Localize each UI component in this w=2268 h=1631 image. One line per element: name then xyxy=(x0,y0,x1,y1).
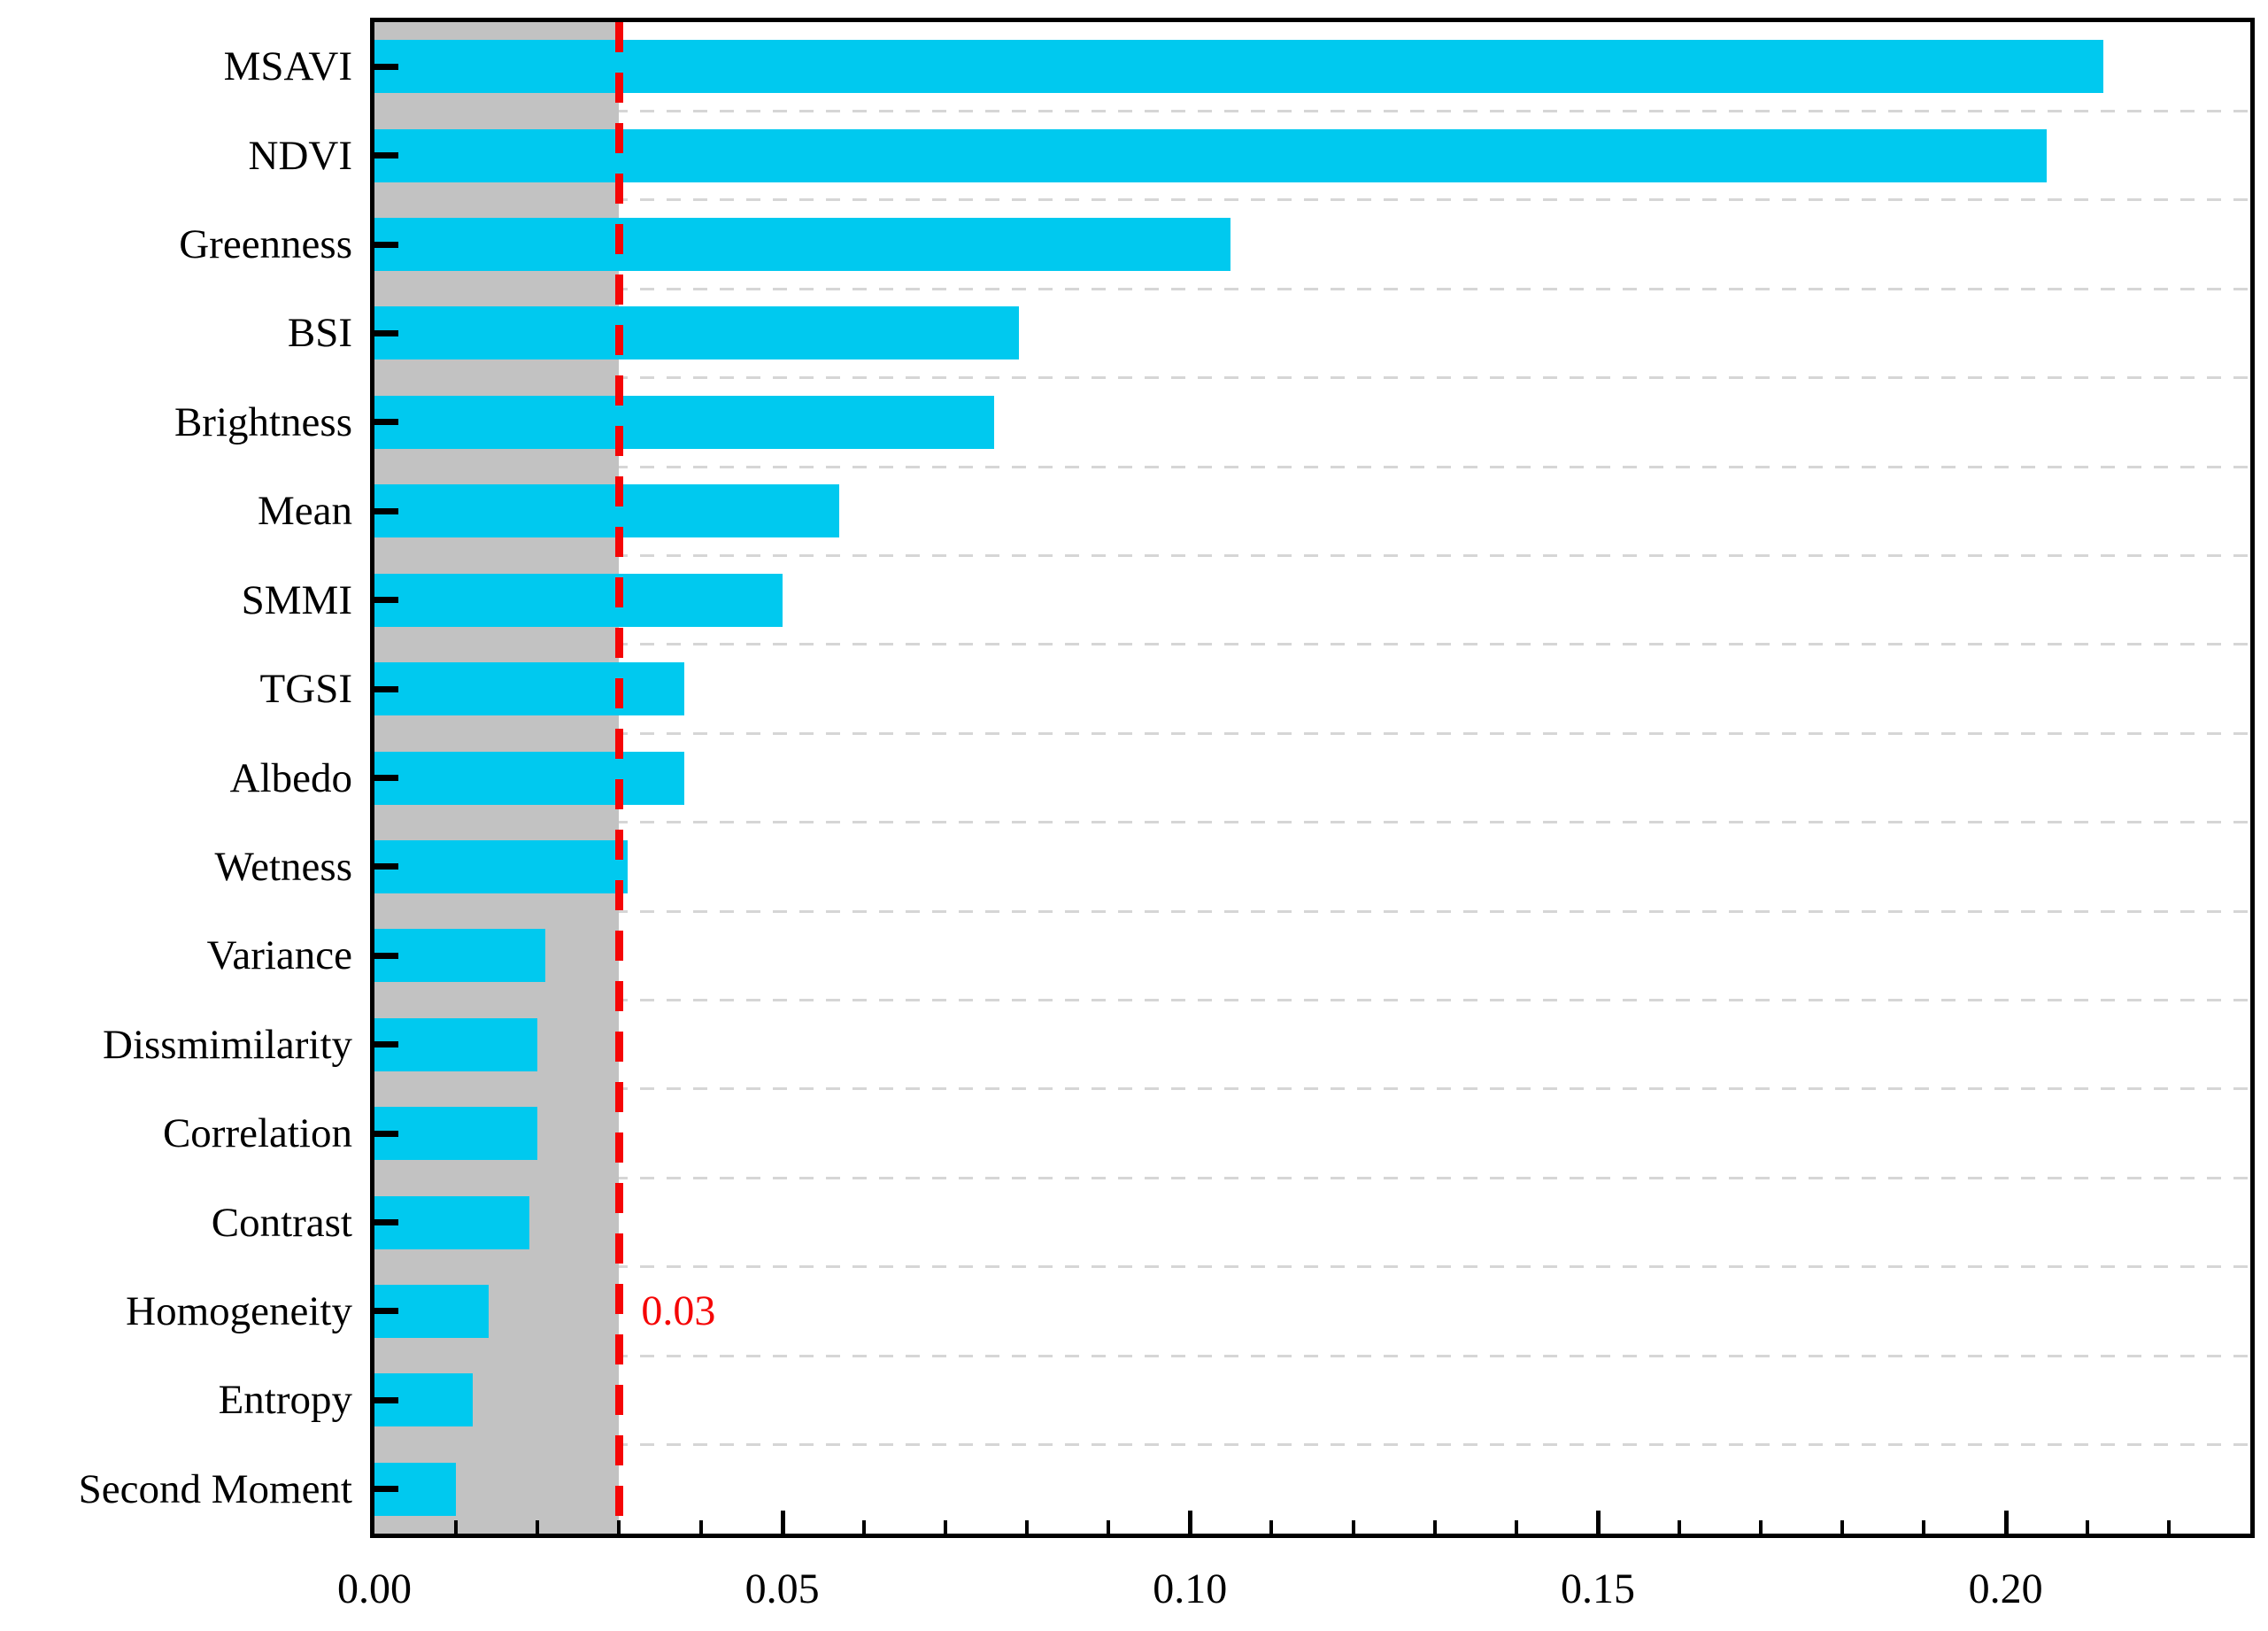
y-tick-label: SMMI xyxy=(241,576,352,623)
y-tick xyxy=(374,241,398,248)
gridline xyxy=(374,1265,2250,1269)
y-tick-label: Second Moment xyxy=(78,1465,352,1512)
x-minor-tick xyxy=(1514,1520,1518,1534)
x-tick-label: 0.00 xyxy=(337,1565,412,1612)
y-tick xyxy=(374,1130,398,1137)
x-minor-tick xyxy=(1269,1520,1274,1534)
gridline xyxy=(374,376,2250,380)
bar-tgsi xyxy=(374,662,685,716)
plot-area: 0.03 xyxy=(370,18,2255,1538)
y-tick xyxy=(374,863,398,870)
bar-dissmimilarity xyxy=(374,1017,538,1071)
y-tick-label: NDVI xyxy=(248,132,352,179)
gridline xyxy=(374,1176,2250,1179)
x-major-tick xyxy=(1188,1511,1193,1534)
y-tick xyxy=(374,1219,398,1226)
y-tick xyxy=(374,1486,398,1493)
gridline xyxy=(374,198,2250,202)
y-tick xyxy=(374,1308,398,1315)
bar-correlation xyxy=(374,1107,538,1161)
y-tick xyxy=(374,597,398,604)
y-tick xyxy=(374,152,398,159)
bar-contrast xyxy=(374,1195,530,1249)
y-tick-label: Greenness xyxy=(179,221,352,268)
bar-albedo xyxy=(374,751,685,805)
y-tick-label: Entropy xyxy=(218,1377,352,1424)
y-tick xyxy=(374,775,398,781)
bar-smmi xyxy=(374,573,783,627)
bar-brightness xyxy=(374,395,995,449)
y-tick xyxy=(374,685,398,692)
bar-mean xyxy=(374,484,840,538)
y-tick-label: Brightness xyxy=(174,398,352,445)
x-minor-tick xyxy=(1351,1520,1355,1534)
x-minor-tick xyxy=(1107,1520,1111,1534)
gridline xyxy=(374,465,2250,468)
bar-greenness xyxy=(374,218,1231,272)
y-tick-label: Correlation xyxy=(162,1110,352,1157)
y-tick-label: Dissmimilarity xyxy=(103,1021,352,1068)
y-tick-label: Homogeneity xyxy=(126,1287,352,1334)
x-minor-tick xyxy=(536,1520,540,1534)
y-tick xyxy=(374,507,398,514)
y-tick xyxy=(374,63,398,70)
x-major-tick xyxy=(2003,1511,2009,1534)
x-major-tick xyxy=(780,1511,785,1534)
gridline xyxy=(374,643,2250,646)
y-tick xyxy=(374,419,398,426)
y-tick-label: BSI xyxy=(287,310,352,357)
gridline xyxy=(374,553,2250,557)
threshold-label: 0.03 xyxy=(641,1287,716,1334)
x-tick-label: 0.10 xyxy=(1153,1565,1228,1612)
x-minor-tick xyxy=(454,1520,459,1534)
x-minor-tick xyxy=(2166,1520,2171,1534)
bar-ndvi xyxy=(374,128,2047,182)
y-tick-label: TGSI xyxy=(259,666,352,713)
gridline xyxy=(374,999,2250,1002)
x-minor-tick xyxy=(1922,1520,1926,1534)
x-minor-tick xyxy=(2085,1520,2089,1534)
y-tick-label: MSAVI xyxy=(223,43,352,90)
x-major-tick xyxy=(1595,1511,1601,1534)
gridline xyxy=(374,1087,2250,1091)
gridline xyxy=(374,109,2250,112)
gridline xyxy=(374,731,2250,735)
y-tick-label: Contrast xyxy=(211,1199,352,1246)
bar-bsi xyxy=(374,306,1019,360)
x-tick-label: 0.15 xyxy=(1560,1565,1635,1612)
gridline xyxy=(374,1443,2250,1447)
gridline xyxy=(374,821,2250,824)
x-minor-tick xyxy=(861,1520,866,1534)
x-minor-tick xyxy=(1678,1520,1682,1534)
x-minor-tick xyxy=(1759,1520,1763,1534)
y-tick-label: Mean xyxy=(257,488,352,535)
threshold-line xyxy=(614,22,623,1534)
y-tick-label: Wetness xyxy=(214,843,352,890)
bar-msavi xyxy=(374,40,2104,94)
x-minor-tick xyxy=(1840,1520,1845,1534)
gridline xyxy=(374,909,2250,913)
x-tick-label: 0.05 xyxy=(744,1565,820,1612)
bar-variance xyxy=(374,929,546,983)
x-minor-tick xyxy=(1432,1520,1437,1534)
y-tick xyxy=(374,952,398,959)
bar-wetness xyxy=(374,839,628,893)
y-tick xyxy=(374,1396,398,1403)
y-tick-label: Variance xyxy=(206,932,352,979)
y-tick-label: Albedo xyxy=(229,754,352,801)
x-minor-tick xyxy=(1025,1520,1030,1534)
x-minor-tick xyxy=(943,1520,947,1534)
gridline xyxy=(374,1354,2250,1357)
gridline xyxy=(374,287,2250,290)
y-tick xyxy=(374,329,398,336)
y-tick xyxy=(374,1041,398,1048)
x-tick-label: 0.20 xyxy=(1968,1565,2043,1612)
x-minor-tick xyxy=(698,1520,703,1534)
